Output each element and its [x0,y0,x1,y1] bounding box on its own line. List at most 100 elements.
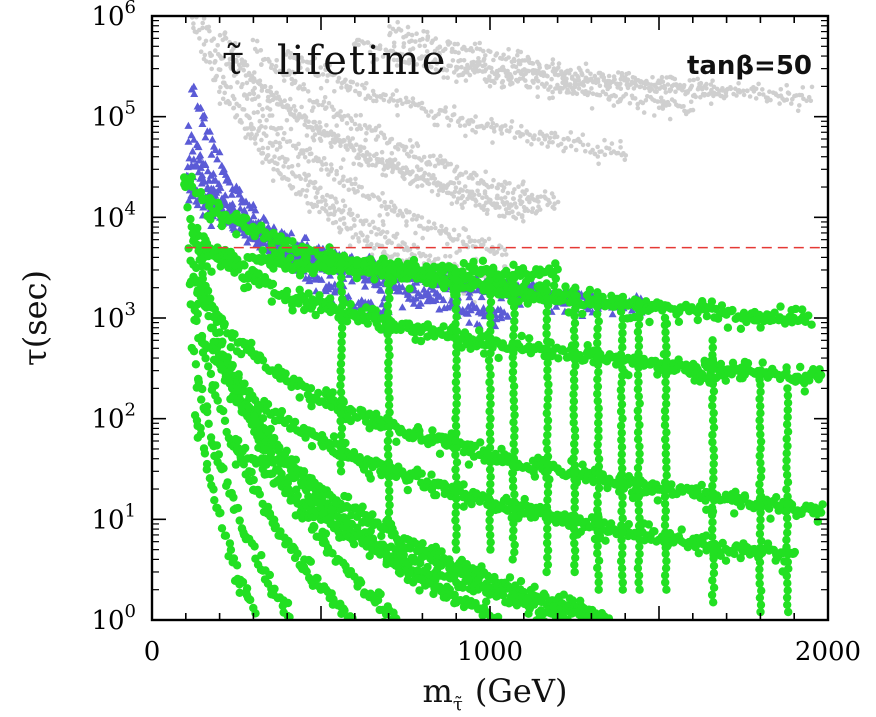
data-point [264,117,269,123]
data-point [341,183,347,189]
data-point [248,135,253,141]
data-point [433,225,438,231]
data-point [486,236,492,242]
data-point [599,149,604,154]
data-point [273,139,279,145]
data-point [481,207,487,212]
data-point [445,115,450,121]
data-point [454,79,459,84]
data-point [554,354,563,363]
data-point [441,183,446,188]
data-point [228,84,233,90]
data-point [304,188,310,193]
data-point [221,531,231,540]
data-point [720,88,725,93]
data-point [469,195,474,200]
data-point [462,184,468,189]
data-point [414,31,419,36]
data-point [435,68,440,74]
data-point [568,130,574,135]
data-point [375,134,381,139]
data-point [563,145,568,151]
data-point [394,88,399,93]
data-point [297,84,303,89]
data-point [753,96,759,101]
data-point [384,230,390,235]
data-point [212,441,222,450]
data-point [673,89,678,95]
data-point [608,310,617,318]
data-point [585,92,590,98]
data-point [205,474,215,483]
data-point [344,83,350,89]
data-point [576,86,582,91]
data-point [497,213,502,219]
data-point [278,125,284,131]
data-point [269,223,278,231]
data-point [201,354,210,363]
data-point [323,161,329,167]
data-point [191,25,196,31]
data-point [583,77,588,82]
data-point [756,81,761,87]
data-point [318,185,323,191]
data-point [263,400,273,409]
data-point [625,77,631,82]
data-point [251,609,260,618]
data-point [753,86,759,92]
data-point [260,107,265,112]
data-point [380,191,385,196]
data-point [479,178,484,183]
data-point [377,46,383,52]
data-point [367,222,372,228]
data-point [413,39,418,44]
data-point [389,136,395,142]
data-point [538,194,544,199]
data-point [483,169,489,175]
data-point [501,52,506,58]
data-point [403,165,409,170]
data-point [356,155,362,161]
data-point [265,153,271,158]
data-point [193,309,202,319]
data-point [419,54,425,59]
data-point [454,199,460,205]
data-point [252,96,258,102]
data-point [736,324,746,333]
data-point [201,235,210,244]
data-point [595,77,601,82]
data-point [207,60,213,65]
data-point [395,113,400,118]
data-point [331,205,337,211]
data-point [815,365,824,374]
data-point [547,140,552,145]
data-point [197,36,202,41]
data-point [507,181,512,186]
data-point [541,73,546,79]
data-point [561,136,566,142]
data-point [247,91,252,97]
data-point [223,478,232,487]
data-point [288,306,297,315]
data-point [446,123,452,128]
data-point [281,136,286,142]
data-point [808,98,814,104]
data-point [435,256,441,262]
data-point [290,55,296,60]
data-point [265,570,274,580]
data-point [262,84,268,89]
data-point [436,188,442,193]
data-point [494,51,500,56]
data-point [799,92,805,98]
data-point [491,125,497,131]
data-point [379,203,385,209]
data-point [234,113,240,118]
data-point [303,118,309,123]
data-point [626,70,632,76]
data-point [242,59,248,64]
data-point [777,101,782,106]
data-point [583,148,588,154]
data-point [376,123,382,129]
data-point [536,137,541,142]
data-point [389,199,394,205]
